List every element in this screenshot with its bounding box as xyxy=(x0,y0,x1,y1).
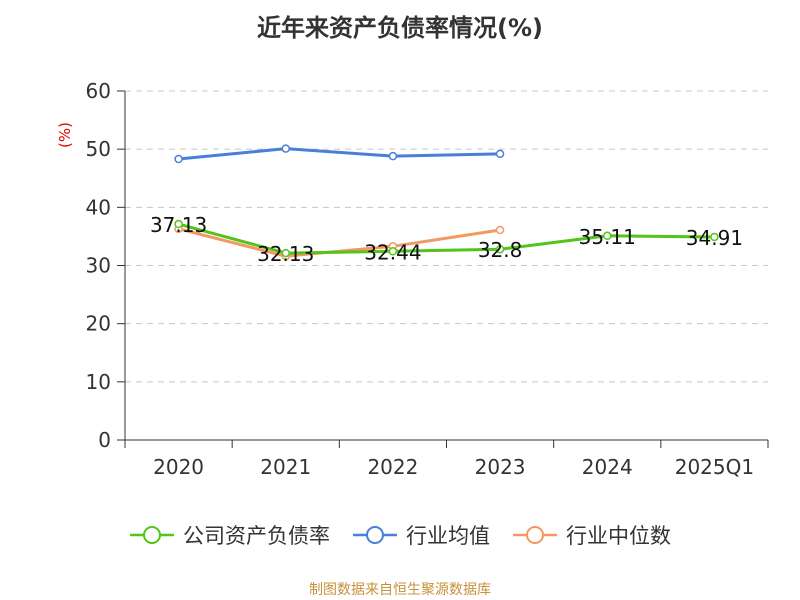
source-note: 制图数据来自恒生聚源数据库 xyxy=(309,582,491,598)
legend-item-industry-median[interactable]: 行业中位数 xyxy=(512,520,671,550)
point-s0-4 xyxy=(603,231,612,241)
point-s1-2 xyxy=(388,151,398,161)
x-tick-label-5: 2025Q1 xyxy=(675,455,754,479)
y-tick-label-6: 60 xyxy=(86,79,111,103)
legend-marker-industry-mean xyxy=(353,526,397,544)
series-line-1 xyxy=(178,147,501,161)
legend-marker-company xyxy=(130,526,174,544)
data-label-2: 32.44 xyxy=(364,240,421,264)
chart-title: 近年来资产负债率情况(%) xyxy=(257,14,543,42)
series-line-0 xyxy=(178,222,715,255)
y-tick-label-4: 40 xyxy=(86,195,111,219)
data-label-1: 32.13 xyxy=(257,242,314,266)
point-s0-2 xyxy=(388,247,398,256)
point-s2-3 xyxy=(495,225,505,235)
point-s0-5 xyxy=(710,232,719,242)
point-s1-1 xyxy=(281,144,290,153)
point-s0-3 xyxy=(495,244,505,254)
y-tick-label-3: 30 xyxy=(86,254,111,278)
legend-item-company[interactable]: 公司资产负债率 xyxy=(129,520,330,550)
legend-label-industry-mean: 行业均值 xyxy=(406,524,490,548)
data-label-3: 32.8 xyxy=(478,238,523,262)
point-s0-0 xyxy=(174,219,183,229)
data-labels: 37.13 32.13 32.44 32.8 35.11 34.91 xyxy=(150,213,743,266)
y-tick-label-1: 10 xyxy=(86,370,111,394)
y-tick-label-5: 50 xyxy=(86,137,111,161)
legend-circle-industry-mean xyxy=(366,526,384,544)
point-s1-0 xyxy=(174,154,183,164)
series-lines xyxy=(174,144,719,261)
legend: 公司资产负债率 行业均值 行业中位数 xyxy=(0,520,800,550)
axes: 0 10 20 30 40 50 60 2020 2021 2022 2023 2024 2025Q1 xyxy=(86,79,769,479)
legend-circle-industry-median xyxy=(526,526,544,544)
x-tick-label-4: 2024 xyxy=(582,455,633,479)
data-label-4: 35.11 xyxy=(579,225,636,249)
x-tick-label-3: 2023 xyxy=(475,455,526,479)
point-s1-3 xyxy=(495,149,505,159)
y-tick-label-0: 0 xyxy=(98,428,111,452)
data-label-0: 37.13 xyxy=(150,213,207,237)
legend-label-industry-median: 行业中位数 xyxy=(566,524,671,548)
legend-circle-company xyxy=(143,526,161,544)
data-label-5: 34.91 xyxy=(686,226,743,250)
y-tick-label-2: 20 xyxy=(86,312,111,336)
grid-lines xyxy=(125,90,768,383)
point-s0-1 xyxy=(281,248,290,258)
legend-label-company: 公司资产负债率 xyxy=(183,524,330,548)
x-tick-label-0: 2020 xyxy=(153,455,204,479)
x-tick-label-2: 2022 xyxy=(367,455,418,479)
legend-item-industry-mean[interactable]: 行业均值 xyxy=(352,520,490,550)
x-tick-label-1: 2021 xyxy=(260,455,311,479)
legend-marker-industry-median xyxy=(513,526,557,544)
